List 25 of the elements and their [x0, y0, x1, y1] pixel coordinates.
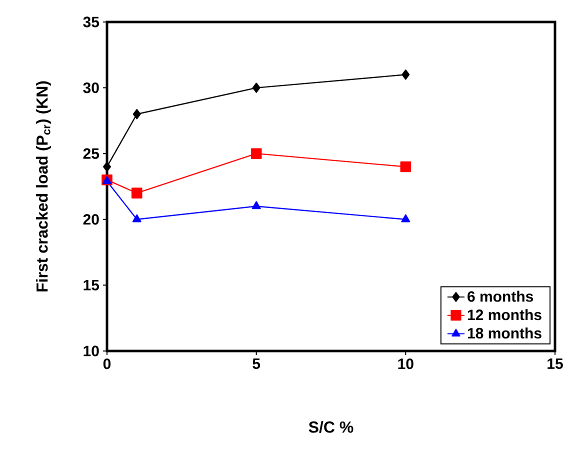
y-tick-label: 20 [83, 214, 99, 225]
point [250, 148, 262, 159]
y-tick-label: 35 [83, 16, 100, 28]
x-tick-label: 10 [398, 358, 414, 370]
legend-label: 18 months [468, 328, 542, 339]
point [400, 161, 412, 172]
x-tick-label: 0 [103, 358, 111, 370]
point [103, 162, 111, 172]
x-axis-title: S/C % [308, 421, 354, 433]
point [131, 188, 142, 198]
y-tick-label: 15 [84, 280, 100, 290]
point [402, 70, 410, 80]
point [252, 82, 260, 93]
x-tick-label: 15 [548, 358, 563, 369]
point [401, 214, 410, 222]
point [132, 109, 141, 120]
point [252, 201, 261, 210]
y-tick-label: 25 [83, 148, 100, 159]
y-tick-label: 10 [84, 346, 99, 356]
legend-label: 12 months [468, 309, 542, 320]
y-tick-label: 30 [83, 82, 99, 94]
x-tick-label: 5 [252, 358, 260, 369]
y-axis-title: First cracked load (P$_{cr}$) (KN) [36, 81, 51, 292]
point [132, 214, 142, 222]
legend-label: 6 months [468, 290, 534, 302]
